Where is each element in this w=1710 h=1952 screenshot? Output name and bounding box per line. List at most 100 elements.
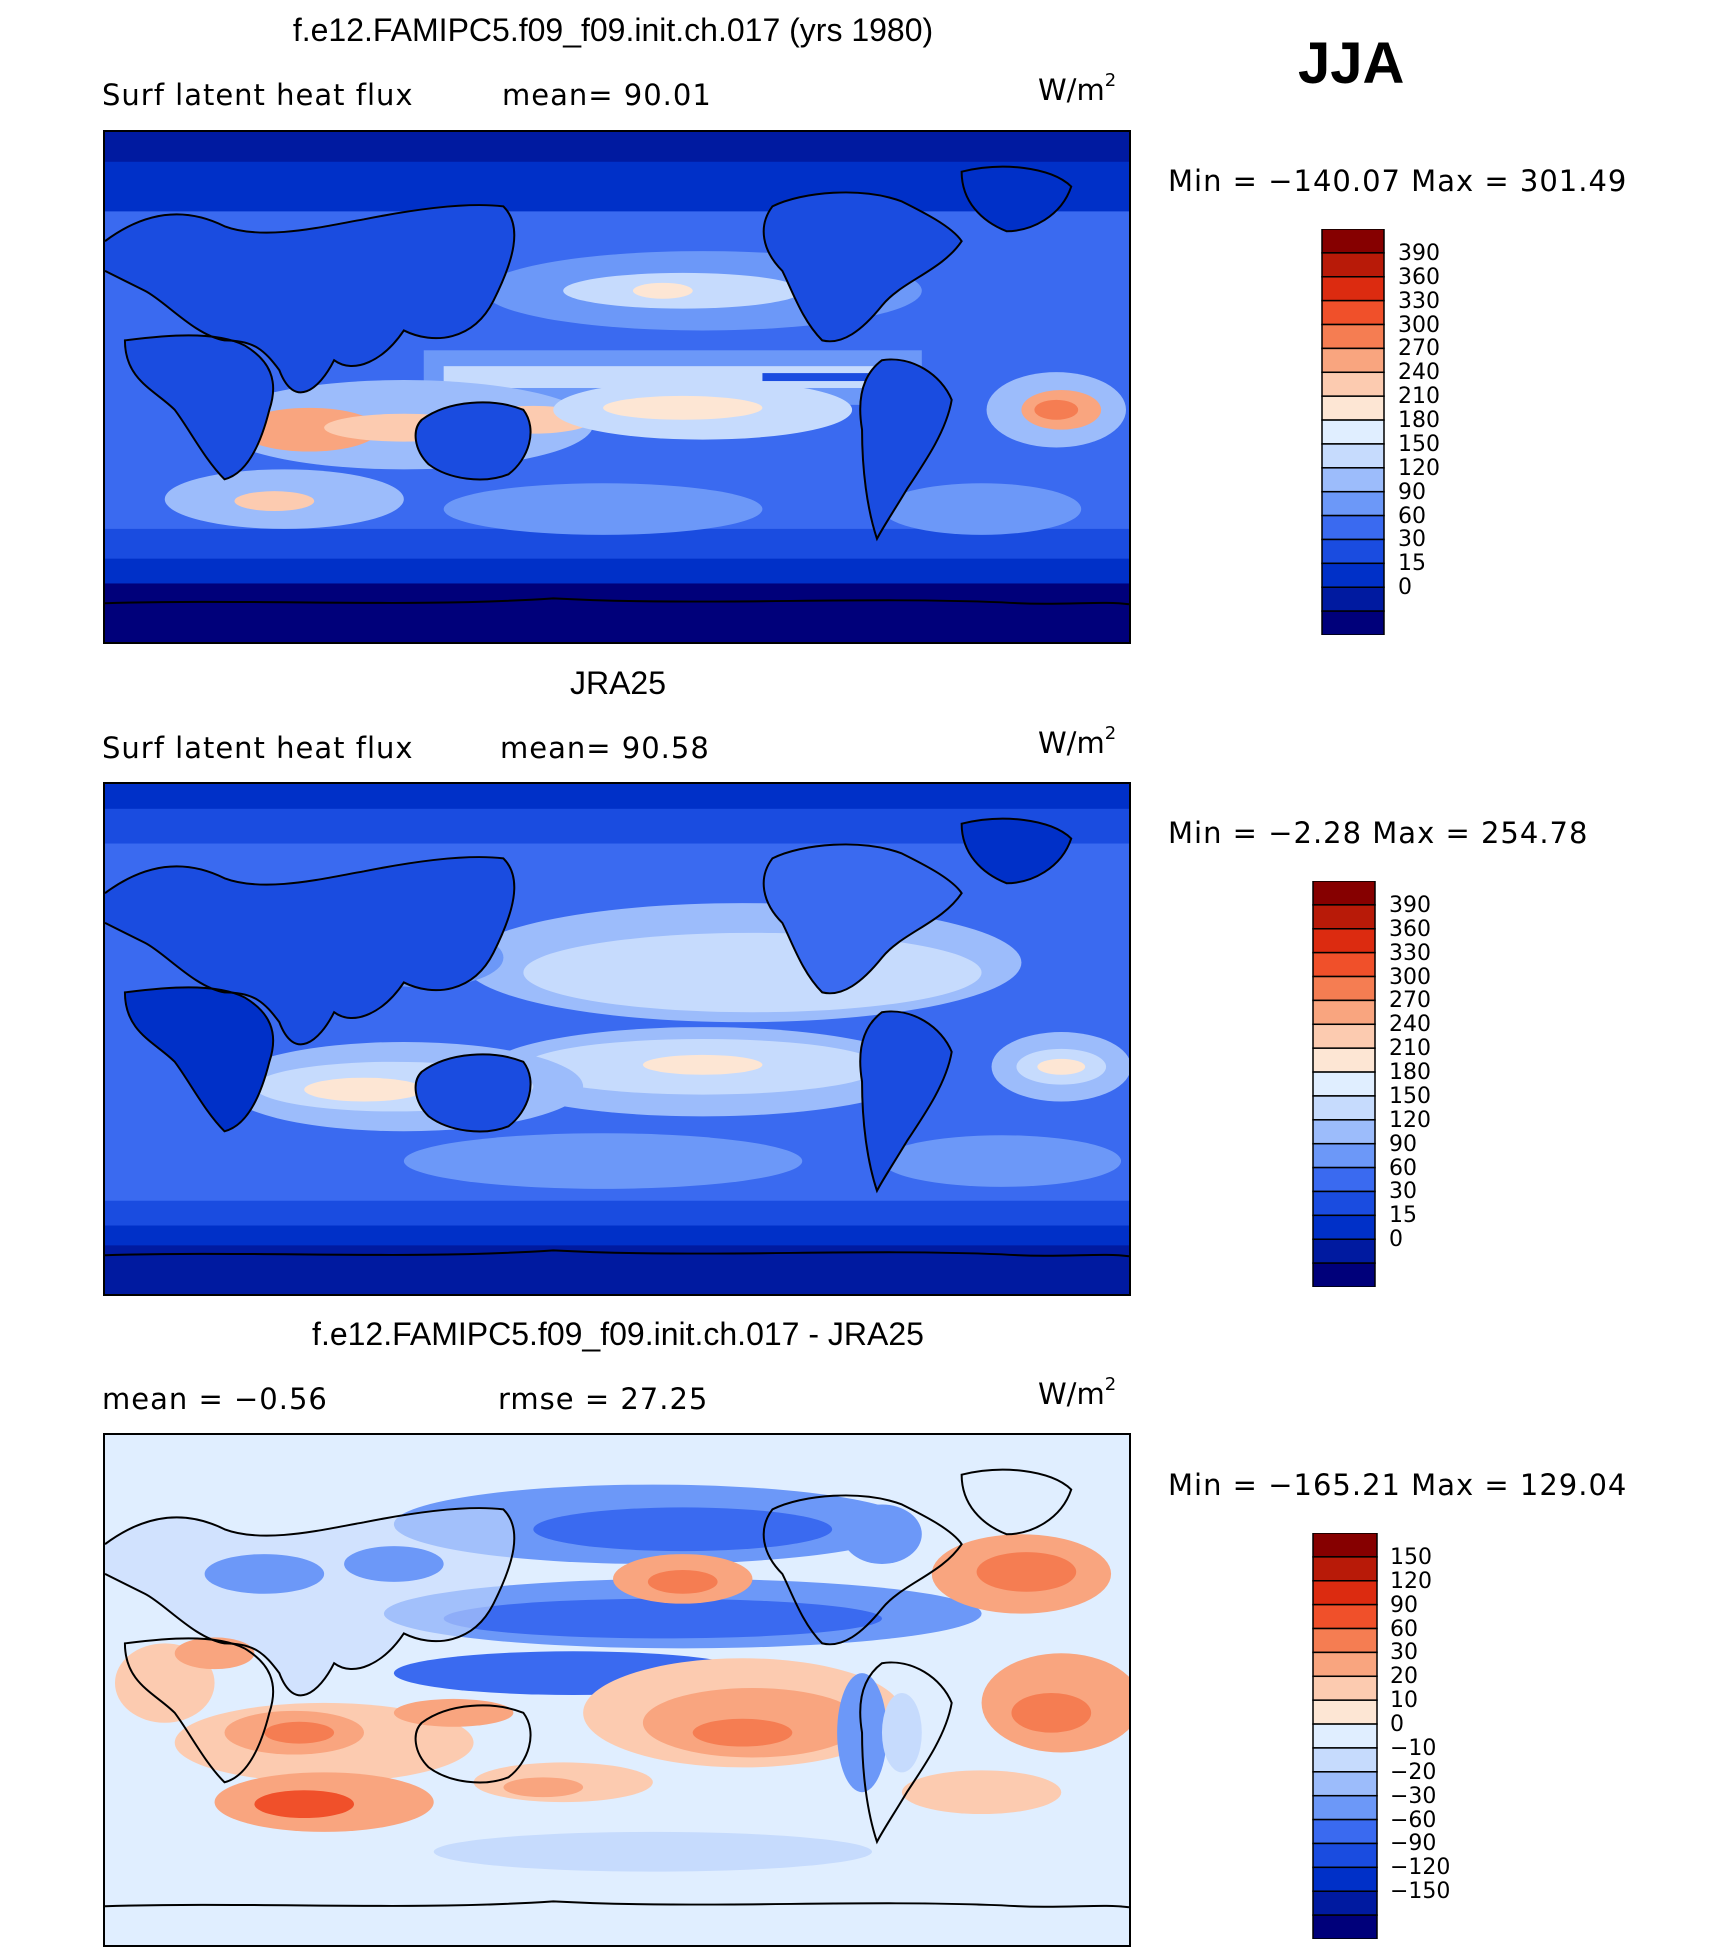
colorbar-1-tick-label: 150 (1398, 431, 1440, 457)
colorbar-1-tick-label: 90 (1398, 479, 1426, 505)
panel-3-colorbar-svg (1312, 1533, 1378, 1939)
colorbar-3-tick-label: 30 (1390, 1640, 1418, 1666)
colorbar-2-tick-label: 210 (1389, 1036, 1431, 1062)
colorbar-2-swatch (1312, 1023, 1376, 1049)
colorbar-1-tick-label: 210 (1398, 384, 1440, 410)
colorbar-1-tick-label: 0 (1398, 575, 1412, 601)
colorbar-2-swatch (1312, 881, 1376, 906)
colorbar-2-swatch (1312, 1238, 1376, 1264)
colorbar-3-swatch (1312, 1627, 1378, 1654)
colorbar-2-swatch (1312, 1214, 1376, 1240)
season-label: JJA (1298, 31, 1405, 96)
colorbar-3-swatch (1312, 1533, 1378, 1558)
colorbar-2-tick-label: 150 (1389, 1083, 1431, 1109)
colorbar-3-swatch (1312, 1580, 1378, 1606)
colorbar-3-swatch (1312, 1675, 1378, 1701)
panel-2-colorbar-svg (1312, 881, 1376, 1287)
panel-1-minmax: Min = −140.07 Max = 301.49 (1168, 164, 1628, 198)
colorbar-3-swatch (1312, 1556, 1378, 1582)
colorbar-2-tick-label: 300 (1389, 964, 1431, 990)
colorbar-3-swatch (1312, 1723, 1378, 1749)
colorbar-2-swatch (1312, 975, 1376, 1002)
colorbar-1-tick-label: 15 (1398, 551, 1426, 577)
colorbar-1-swatch (1321, 586, 1385, 612)
colorbar-2-tick-label: 240 (1389, 1012, 1431, 1038)
colorbar-2-swatch (1312, 951, 1376, 978)
colorbar-1-tick-label: 180 (1398, 408, 1440, 434)
colorbar-2-tick-label: 270 (1389, 988, 1431, 1014)
panel-3-rmse-label: rmse = 27.25 (498, 1382, 709, 1416)
colorbar-2-tick-label: 60 (1389, 1155, 1417, 1181)
colorbar-3-tick-label: −60 (1390, 1807, 1437, 1833)
colorbar-3-swatch (1312, 1651, 1378, 1678)
colorbar-3-tick-label: 90 (1390, 1592, 1418, 1618)
colorbar-2-tick-label: 330 (1389, 940, 1431, 966)
colorbar-3-tick-label: 10 (1390, 1688, 1418, 1714)
colorbar-2-swatch (1312, 1262, 1376, 1287)
colorbar-2-tick-label: 360 (1389, 916, 1431, 942)
colorbar-3-swatch (1312, 1914, 1378, 1939)
colorbar-3-swatch (1312, 1771, 1378, 1797)
colorbar-3-tick-label: 20 (1390, 1664, 1418, 1690)
panel-1-map-svg (105, 132, 1129, 642)
colorbar-1-swatch (1321, 467, 1385, 493)
colorbar-1-tick-label: 240 (1398, 360, 1440, 386)
colorbar-2-swatch (1312, 1047, 1376, 1073)
colorbar-2-swatch (1312, 1071, 1376, 1097)
colorbar-1-swatch (1321, 419, 1385, 445)
colorbar-2-swatch (1312, 1095, 1376, 1121)
colorbar-2-tick-label: 30 (1389, 1179, 1417, 1205)
colorbar-2-swatch (1312, 1190, 1376, 1217)
colorbar-1-swatch (1321, 395, 1385, 421)
colorbar-3-tick-label: −90 (1390, 1831, 1437, 1857)
colorbar-1-swatch (1321, 610, 1385, 635)
colorbar-2-tick-label: 390 (1389, 892, 1431, 918)
colorbar-1-tick-label: 300 (1398, 312, 1440, 338)
colorbar-1-tick-label: 30 (1398, 527, 1426, 553)
colorbar-3-swatch (1312, 1747, 1378, 1773)
colorbar-1-swatch (1321, 299, 1385, 326)
colorbar-2-swatch (1312, 999, 1376, 1026)
colorbar-1-swatch (1321, 562, 1385, 588)
colorbar-1-tick-label: 330 (1398, 288, 1440, 314)
colorbar-3-swatch (1312, 1699, 1378, 1725)
colorbar-1-tick-label: 120 (1398, 455, 1440, 481)
colorbar-1-swatch (1321, 323, 1385, 350)
panel-3-units: W/m2 (1038, 1374, 1117, 1411)
panel-3-map (103, 1433, 1131, 1947)
colorbar-3-tick-label: −10 (1390, 1735, 1437, 1761)
panel-1-map (103, 130, 1131, 644)
panel-1-title: f.e12.FAMIPC5.f09_f09.init.ch.017 (yrs 1… (292, 12, 934, 48)
panel-2-mean-label: mean= 90.58 (500, 731, 710, 765)
colorbar-1-tick-label: 270 (1398, 336, 1440, 362)
panel-2-variable-label: Surf latent heat flux (102, 731, 414, 765)
colorbar-1-tick-label: 60 (1398, 503, 1426, 529)
colorbar-3-swatch (1312, 1818, 1378, 1845)
colorbar-1-swatch (1321, 252, 1385, 278)
colorbar-1-swatch (1321, 490, 1385, 517)
panel-2-units: W/m2 (1038, 723, 1117, 760)
colorbar-1-tick-label: 360 (1398, 264, 1440, 290)
panel-1-colorbar-svg (1321, 229, 1385, 635)
panel-1-variable-label: Surf latent heat flux (102, 78, 414, 112)
colorbar-3-tick-label: 0 (1390, 1712, 1404, 1738)
colorbar-3-tick-label: −120 (1390, 1855, 1451, 1881)
colorbar-2-tick-label: 120 (1389, 1107, 1431, 1133)
colorbar-2-swatch (1312, 1142, 1376, 1169)
colorbar-2-tick-label: 0 (1389, 1227, 1403, 1253)
panel-1-units: W/m2 (1038, 70, 1117, 107)
colorbar-1-swatch (1321, 443, 1385, 469)
panel-2-title: JRA25 (569, 665, 667, 701)
colorbar-3-swatch (1312, 1603, 1378, 1630)
panel-2-map (103, 782, 1131, 1296)
colorbar-1-tick-label: 390 (1398, 240, 1440, 266)
colorbar-1-swatch (1321, 347, 1385, 374)
panel-2-map-svg (105, 784, 1129, 1294)
panel-1-mean-label: mean= 90.01 (502, 78, 712, 112)
colorbar-3-tick-label: 120 (1390, 1568, 1432, 1594)
colorbar-1-swatch (1321, 276, 1385, 302)
panel-3-title: f.e12.FAMIPC5.f09_f09.init.ch.017 - JRA2… (312, 1316, 924, 1352)
colorbar-2-tick-label: 90 (1389, 1131, 1417, 1157)
colorbar-3-swatch (1312, 1794, 1378, 1821)
colorbar-1-swatch (1321, 229, 1385, 254)
